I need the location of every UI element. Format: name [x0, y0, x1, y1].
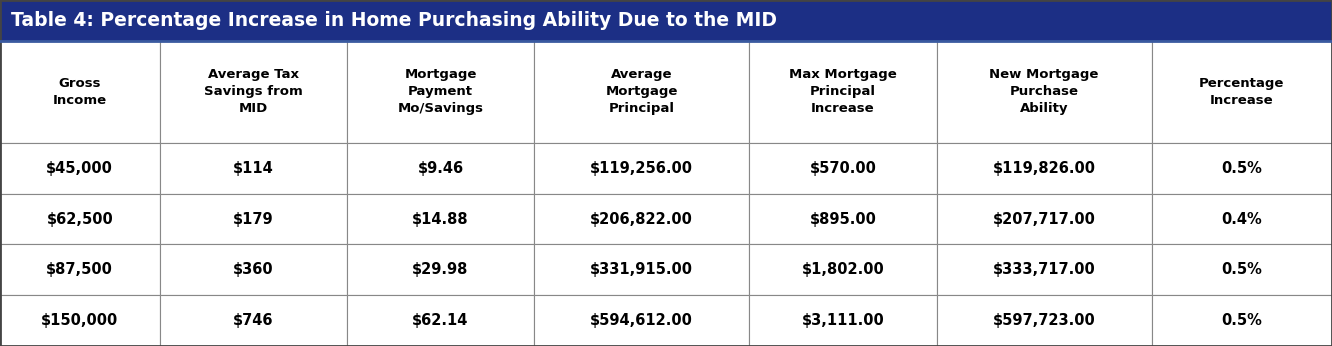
- Text: $45,000: $45,000: [47, 161, 113, 176]
- Text: $3,111.00: $3,111.00: [802, 313, 884, 328]
- Text: $360: $360: [233, 262, 273, 277]
- Text: Average
Mortgage
Principal: Average Mortgage Principal: [606, 69, 678, 115]
- Bar: [346, 194, 534, 245]
- Text: $1,802.00: $1,802.00: [802, 262, 884, 277]
- Bar: [936, 143, 1152, 194]
- Bar: [0, 0, 1332, 41]
- Bar: [936, 295, 1152, 346]
- Text: $597,723.00: $597,723.00: [992, 313, 1095, 328]
- Bar: [749, 143, 936, 194]
- Text: $114: $114: [233, 161, 273, 176]
- Bar: [749, 295, 936, 346]
- Text: $594,612.00: $594,612.00: [590, 313, 693, 328]
- Bar: [1152, 295, 1332, 346]
- Bar: [534, 41, 749, 143]
- Text: $206,822.00: $206,822.00: [590, 211, 693, 227]
- Text: Percentage
Increase: Percentage Increase: [1199, 77, 1284, 107]
- Text: $150,000: $150,000: [41, 313, 119, 328]
- Bar: [0, 41, 160, 143]
- Text: 0.5%: 0.5%: [1221, 262, 1263, 277]
- Bar: [160, 295, 346, 346]
- Bar: [346, 245, 534, 295]
- Text: Gross
Income: Gross Income: [53, 77, 107, 107]
- Text: $746: $746: [233, 313, 273, 328]
- Text: $331,915.00: $331,915.00: [590, 262, 693, 277]
- Bar: [534, 245, 749, 295]
- Text: New Mortgage
Purchase
Ability: New Mortgage Purchase Ability: [990, 69, 1099, 115]
- Bar: [936, 245, 1152, 295]
- Bar: [534, 143, 749, 194]
- Text: 0.5%: 0.5%: [1221, 313, 1263, 328]
- Bar: [936, 194, 1152, 245]
- Text: $87,500: $87,500: [47, 262, 113, 277]
- Text: 0.5%: 0.5%: [1221, 161, 1263, 176]
- Text: $119,256.00: $119,256.00: [590, 161, 693, 176]
- Bar: [0, 245, 160, 295]
- Text: $179: $179: [233, 211, 273, 227]
- Text: $333,717.00: $333,717.00: [992, 262, 1095, 277]
- Bar: [346, 143, 534, 194]
- Bar: [160, 194, 346, 245]
- Text: $62,500: $62,500: [47, 211, 113, 227]
- Bar: [160, 41, 346, 143]
- Bar: [1152, 245, 1332, 295]
- Text: Table 4: Percentage Increase in Home Purchasing Ability Due to the MID: Table 4: Percentage Increase in Home Pur…: [11, 11, 777, 30]
- Bar: [160, 245, 346, 295]
- Text: $207,717.00: $207,717.00: [992, 211, 1095, 227]
- Text: $62.14: $62.14: [413, 313, 469, 328]
- Text: 0.4%: 0.4%: [1221, 211, 1263, 227]
- Bar: [534, 194, 749, 245]
- Text: Average Tax
Savings from
MID: Average Tax Savings from MID: [204, 69, 302, 115]
- Bar: [1152, 41, 1332, 143]
- Text: $895.00: $895.00: [810, 211, 876, 227]
- Bar: [749, 245, 936, 295]
- Bar: [0, 143, 160, 194]
- Bar: [160, 143, 346, 194]
- Bar: [936, 41, 1152, 143]
- Text: $570.00: $570.00: [810, 161, 876, 176]
- Bar: [1152, 143, 1332, 194]
- Bar: [1152, 194, 1332, 245]
- Bar: [0, 194, 160, 245]
- Text: $29.98: $29.98: [413, 262, 469, 277]
- Bar: [346, 41, 534, 143]
- Bar: [0, 295, 160, 346]
- Bar: [749, 41, 936, 143]
- Text: $119,826.00: $119,826.00: [992, 161, 1096, 176]
- Text: Max Mortgage
Principal
Increase: Max Mortgage Principal Increase: [789, 69, 896, 115]
- Bar: [534, 295, 749, 346]
- Text: Mortgage
Payment
Mo/Savings: Mortgage Payment Mo/Savings: [397, 69, 484, 115]
- Text: $9.46: $9.46: [417, 161, 464, 176]
- Text: $14.88: $14.88: [412, 211, 469, 227]
- Bar: [346, 295, 534, 346]
- Bar: [749, 194, 936, 245]
